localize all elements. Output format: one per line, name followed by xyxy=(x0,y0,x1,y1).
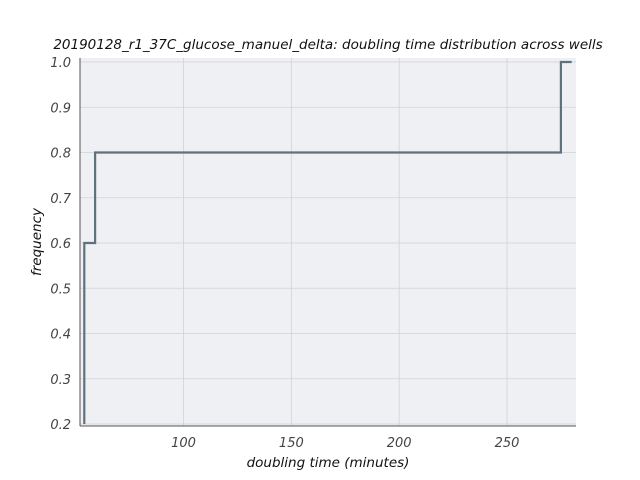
y-tick-label: 0.2 xyxy=(50,418,71,433)
series-step-line xyxy=(83,60,572,424)
chart-title: 20190128_r1_37C_glucose_manuel_delta: do… xyxy=(53,37,602,53)
y-tick-label: 0.4 xyxy=(50,328,71,343)
y-tick-label: 0.9 xyxy=(50,101,71,116)
x-gridlines xyxy=(183,58,508,426)
x-tick-label: 250 xyxy=(495,436,520,451)
y-tick-label: 0.8 xyxy=(50,147,71,162)
x-tick-label: 100 xyxy=(171,436,196,451)
plot-area-background xyxy=(80,58,576,426)
x-tick-label: 200 xyxy=(387,436,412,451)
y-tick-label: 0.3 xyxy=(50,373,71,388)
y-tick-label: 0.5 xyxy=(50,282,71,297)
x-axis-label: doubling time (minutes) xyxy=(247,455,410,471)
x-tick-label: 150 xyxy=(279,436,304,451)
y-axis-label: frequency xyxy=(29,207,45,276)
y-tick-label: 0.7 xyxy=(50,192,71,207)
y-tick-label: 1.0 xyxy=(50,56,71,71)
y-tick-labels: 0.2 0.3 0.4 0.5 0.6 0.7 0.8 0.9 1.0 xyxy=(50,56,71,433)
series-layer xyxy=(83,60,572,424)
x-tick-labels: 100 150 200 250 xyxy=(171,436,519,451)
y-tick-label: 0.6 xyxy=(50,237,71,252)
